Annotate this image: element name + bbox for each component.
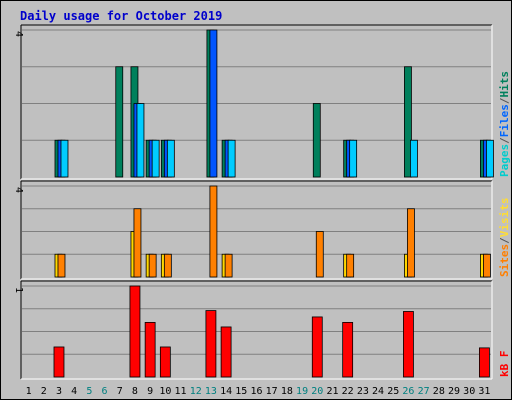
legend-bottom: kB F xyxy=(498,351,511,378)
y-axis-max-label: 4 xyxy=(13,31,24,37)
bar-kbytes-day-31 xyxy=(479,347,490,378)
x-tick-label: 10 xyxy=(159,386,171,397)
bar-kbytes-day-20 xyxy=(311,316,323,378)
x-tick-label: 23 xyxy=(357,386,369,397)
legend-entry: kB F xyxy=(498,351,511,378)
x-tick-label: 22 xyxy=(342,386,354,397)
bar-pages-day-9 xyxy=(151,139,160,178)
bar-pages-day-10 xyxy=(166,139,175,178)
x-tick-label: 8 xyxy=(132,386,138,397)
panel-hits-files-pages: 4 xyxy=(13,24,494,180)
x-tick-label: 3 xyxy=(56,386,62,397)
panel-background xyxy=(21,181,492,279)
bar-kbytes-day-10 xyxy=(159,346,171,378)
bar-kbytes-day-26 xyxy=(403,311,414,378)
x-tick-label: 27 xyxy=(418,386,430,397)
x-tick-label: 31 xyxy=(478,386,490,397)
bar-sites-day-26 xyxy=(407,208,415,278)
x-tick-label: 4 xyxy=(71,386,77,397)
x-tick-label: 24 xyxy=(372,386,384,397)
bar-hits-day-20 xyxy=(312,103,321,178)
x-tick-label: 29 xyxy=(448,386,460,397)
x-tick-label: 26 xyxy=(402,386,414,397)
legend-entry: / xyxy=(498,97,511,104)
legend-top: Pages/Files/Hits xyxy=(498,71,511,177)
y-axis-max-label: 4 xyxy=(13,187,24,193)
bar-hits-day-7 xyxy=(115,66,124,178)
bar-sites-day-9 xyxy=(148,253,157,278)
bar-hits-day-26 xyxy=(404,66,412,178)
x-tick-label: 16 xyxy=(250,386,262,397)
x-tick-label: 15 xyxy=(235,386,247,397)
bar-pages-day-26 xyxy=(410,139,418,178)
x-tick-label: 1 xyxy=(26,386,32,397)
x-tick-label: 20 xyxy=(311,386,323,397)
x-tick-label: 7 xyxy=(117,386,123,397)
chart-title: Daily usage for October 2019 xyxy=(20,9,222,23)
legend-middle: Sites/Visits xyxy=(498,198,511,278)
bar-kbytes-day-9 xyxy=(144,321,156,378)
x-tick-label: 21 xyxy=(326,386,338,397)
bar-pages-day-31 xyxy=(486,139,494,178)
bar-pages-day-22 xyxy=(349,139,358,178)
panel-background xyxy=(21,25,492,179)
bar-pages-day-14 xyxy=(227,139,236,178)
bar-sites-day-13 xyxy=(209,185,218,278)
bar-sites-day-3 xyxy=(57,253,66,278)
bar-pages-day-8 xyxy=(136,103,145,178)
bar-kbytes-day-22 xyxy=(342,321,354,378)
x-tick-label: 12 xyxy=(190,386,202,397)
panel-kbytes: 1 xyxy=(13,280,493,380)
x-axis-tick-labels: 1 2 3 4 5 6 7 8 9 10 11 12 13 14 15 16 17 18 19 20 21 22 23 24 2… xyxy=(26,386,491,397)
legend-entry: / xyxy=(498,137,511,144)
legend-entry: / xyxy=(498,237,511,244)
legend-entry: Sites xyxy=(498,244,511,277)
y-axis-max-label: 1 xyxy=(13,287,24,293)
x-tick-label: 25 xyxy=(387,386,399,397)
panel-background xyxy=(21,281,492,379)
legend-entry: Hits xyxy=(498,71,511,98)
chart-panels: 4 4 1 xyxy=(13,24,494,380)
x-tick-label: 6 xyxy=(102,386,108,397)
bar-kbytes-day-13 xyxy=(205,310,217,378)
bar-sites-day-8 xyxy=(133,208,142,278)
bar-sites-day-10 xyxy=(163,253,172,278)
x-tick-label: 13 xyxy=(205,386,217,397)
x-tick-label: 17 xyxy=(266,386,278,397)
x-tick-label: 19 xyxy=(296,386,308,397)
x-tick-label: 30 xyxy=(463,386,475,397)
x-tick-label: 14 xyxy=(220,386,232,397)
x-tick-label: 18 xyxy=(281,386,293,397)
x-tick-label: 5 xyxy=(86,386,92,397)
x-tick-label: 28 xyxy=(433,386,445,397)
bar-kbytes-day-14 xyxy=(220,326,232,378)
legend-entry: Visits xyxy=(498,198,511,238)
x-tick-label: 2 xyxy=(41,386,47,397)
bar-pages-day-3 xyxy=(60,139,69,178)
bar-sites-day-22 xyxy=(346,253,355,278)
legend-entry: Pages xyxy=(498,144,511,177)
bar-sites-day-31 xyxy=(483,253,491,278)
bar-sites-day-14 xyxy=(224,253,233,278)
x-tick-label: 11 xyxy=(175,386,187,397)
bar-kbytes-day-3 xyxy=(53,346,65,378)
panel-visits-sites: 4 xyxy=(13,180,493,280)
bar-kbytes-day-8 xyxy=(129,285,141,378)
bar-sites-day-20 xyxy=(315,231,324,278)
x-tick-label: 9 xyxy=(147,386,153,397)
bar-files-day-13 xyxy=(209,29,218,178)
legend-entry: Files xyxy=(498,104,511,137)
